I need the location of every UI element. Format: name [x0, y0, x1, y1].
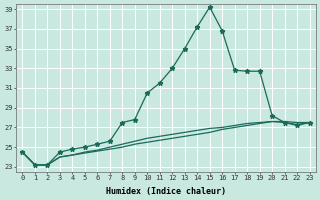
X-axis label: Humidex (Indice chaleur): Humidex (Indice chaleur) [106, 187, 226, 196]
